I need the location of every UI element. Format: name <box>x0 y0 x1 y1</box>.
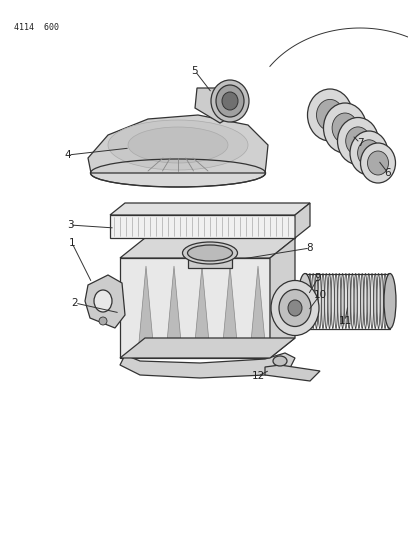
Ellipse shape <box>354 273 357 328</box>
Ellipse shape <box>108 120 248 170</box>
Ellipse shape <box>328 273 331 328</box>
Ellipse shape <box>348 273 351 328</box>
Ellipse shape <box>368 151 388 175</box>
Text: 5: 5 <box>192 66 198 76</box>
Ellipse shape <box>271 280 319 335</box>
Ellipse shape <box>364 273 367 328</box>
Ellipse shape <box>335 273 337 328</box>
Text: 12: 12 <box>251 371 265 381</box>
Text: 3: 3 <box>67 220 73 230</box>
Ellipse shape <box>315 273 318 328</box>
Ellipse shape <box>211 80 249 122</box>
Polygon shape <box>85 275 125 328</box>
Polygon shape <box>295 203 310 238</box>
Text: 4: 4 <box>65 150 71 160</box>
Ellipse shape <box>279 289 311 327</box>
Text: 7: 7 <box>357 138 363 148</box>
Polygon shape <box>138 266 154 353</box>
Polygon shape <box>265 365 320 381</box>
Ellipse shape <box>357 273 361 328</box>
Polygon shape <box>110 203 310 215</box>
Ellipse shape <box>216 85 244 117</box>
Ellipse shape <box>351 273 354 328</box>
Ellipse shape <box>273 356 287 366</box>
Polygon shape <box>88 115 268 173</box>
Ellipse shape <box>344 273 348 328</box>
Ellipse shape <box>361 143 395 183</box>
Polygon shape <box>120 353 295 378</box>
Ellipse shape <box>128 127 228 163</box>
Ellipse shape <box>370 273 374 328</box>
Ellipse shape <box>322 273 324 328</box>
Ellipse shape <box>308 273 311 328</box>
Polygon shape <box>222 266 238 353</box>
Ellipse shape <box>384 273 387 328</box>
Text: 6: 6 <box>385 168 391 178</box>
Ellipse shape <box>331 273 334 328</box>
Ellipse shape <box>91 159 266 187</box>
Ellipse shape <box>367 273 370 328</box>
Ellipse shape <box>318 273 321 328</box>
Ellipse shape <box>341 273 344 328</box>
Ellipse shape <box>380 273 384 328</box>
Ellipse shape <box>332 113 358 143</box>
Ellipse shape <box>387 273 390 328</box>
Text: 2: 2 <box>72 298 78 308</box>
Text: 1: 1 <box>69 238 75 248</box>
Ellipse shape <box>346 127 370 155</box>
Ellipse shape <box>317 99 344 131</box>
Ellipse shape <box>337 117 379 165</box>
Ellipse shape <box>338 273 341 328</box>
Polygon shape <box>166 266 182 353</box>
Ellipse shape <box>312 273 315 328</box>
Ellipse shape <box>99 317 107 325</box>
Text: 10: 10 <box>313 290 326 300</box>
Ellipse shape <box>94 290 112 312</box>
Bar <box>120 258 270 358</box>
Polygon shape <box>194 266 210 353</box>
Ellipse shape <box>298 273 312 328</box>
Polygon shape <box>120 338 295 358</box>
Polygon shape <box>195 88 245 123</box>
Ellipse shape <box>384 273 396 328</box>
Ellipse shape <box>325 273 328 328</box>
Bar <box>110 215 295 238</box>
Polygon shape <box>270 238 295 358</box>
Ellipse shape <box>222 92 238 110</box>
Ellipse shape <box>188 245 233 261</box>
Ellipse shape <box>357 140 380 166</box>
Polygon shape <box>250 266 266 353</box>
Ellipse shape <box>308 89 353 141</box>
Text: 4114  600: 4114 600 <box>14 23 59 32</box>
Ellipse shape <box>288 300 302 316</box>
Ellipse shape <box>374 273 377 328</box>
Ellipse shape <box>350 131 388 175</box>
Ellipse shape <box>377 273 380 328</box>
Ellipse shape <box>305 273 308 328</box>
Text: 8: 8 <box>307 243 313 253</box>
Polygon shape <box>120 238 295 258</box>
Text: 11: 11 <box>338 316 352 326</box>
Bar <box>188 250 232 268</box>
Ellipse shape <box>324 103 366 153</box>
Ellipse shape <box>182 242 237 264</box>
Text: 9: 9 <box>315 273 322 283</box>
Ellipse shape <box>361 273 364 328</box>
